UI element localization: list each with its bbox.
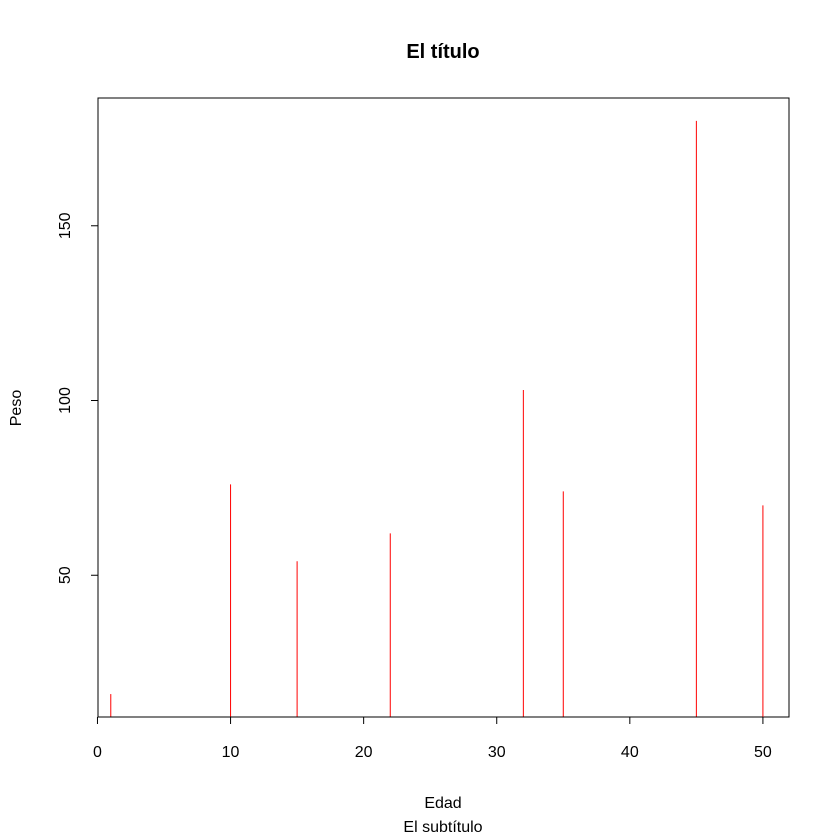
chart-subtitle: El subtítulo — [403, 819, 482, 836]
y-tick-label: 150 — [57, 212, 74, 239]
x-tick-label: 10 — [222, 744, 240, 761]
x-tick-label: 50 — [754, 744, 772, 761]
x-axis: 0 10 20 30 40 50 — [93, 716, 772, 761]
y-axis-title: Peso — [8, 390, 25, 427]
y-tick-label: 100 — [57, 387, 74, 414]
data-spikes — [110, 120, 764, 717]
x-axis-title: Edad — [424, 795, 461, 812]
y-axis: 50 100 150 — [57, 212, 99, 584]
x-tick-label: 30 — [488, 744, 506, 761]
x-tick-label: 20 — [355, 744, 373, 761]
plot-frame — [97, 97, 790, 718]
x-tick-label: 0 — [93, 744, 102, 761]
x-tick-label: 40 — [621, 744, 639, 761]
y-tick-label: 50 — [57, 566, 74, 584]
chart-title: El título — [406, 41, 479, 63]
